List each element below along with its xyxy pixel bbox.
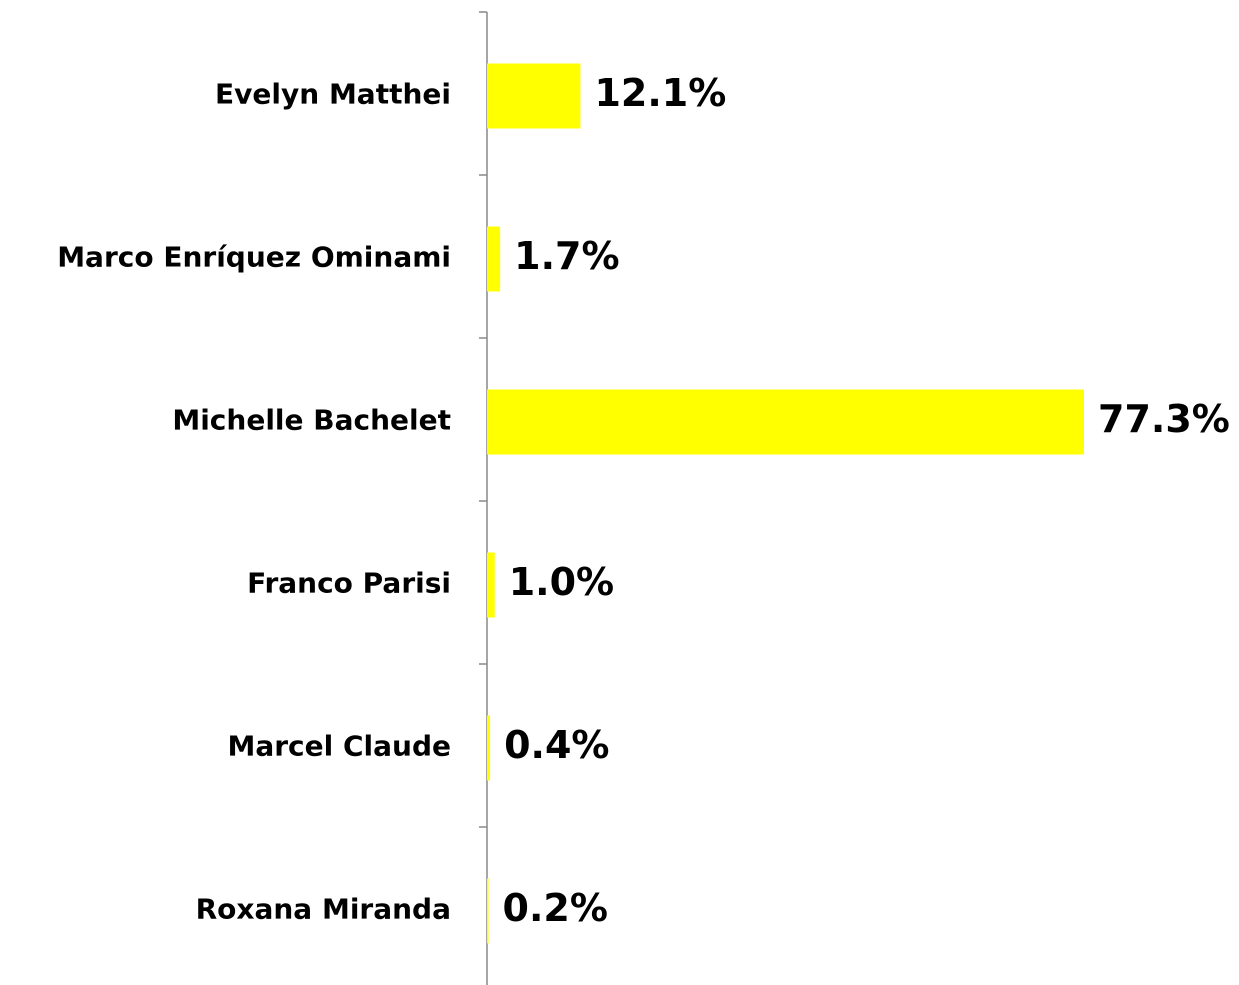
category-label: Roxana Miranda bbox=[196, 893, 451, 926]
category-label: Marco Enríquez Ominami bbox=[57, 241, 451, 274]
value-label: 77.3% bbox=[1098, 397, 1230, 441]
value-label: 12.1% bbox=[594, 71, 726, 115]
bar bbox=[487, 63, 581, 129]
category-label: Marcel Claude bbox=[227, 730, 451, 763]
category-label: Evelyn Matthei bbox=[215, 78, 451, 111]
bar bbox=[487, 226, 501, 292]
value-label: 0.4% bbox=[504, 723, 609, 767]
bar bbox=[487, 878, 489, 944]
bar bbox=[487, 389, 1084, 455]
bar bbox=[487, 552, 495, 618]
category-label: Michelle Bachelet bbox=[172, 404, 451, 437]
bar bbox=[487, 715, 491, 781]
value-label: 0.2% bbox=[503, 886, 608, 930]
value-label: 1.0% bbox=[509, 560, 614, 604]
value-label: 1.7% bbox=[514, 234, 619, 278]
category-label: Franco Parisi bbox=[247, 567, 451, 600]
